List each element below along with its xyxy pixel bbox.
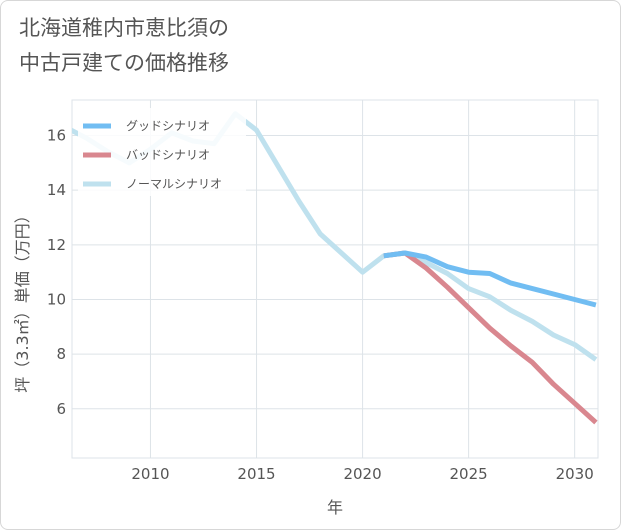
y-tick-label: 10 [47,290,66,308]
y-tick-label: 14 [47,181,66,199]
x-tick-label: 2015 [237,465,275,483]
legend-box [78,108,246,196]
chart-title: 北海道稚内市恵比須の 中古戸建ての価格推移 [19,11,319,81]
x-tick-label: 2025 [450,465,488,483]
chart-title-line-2: 中古戸建ての価格推移 [19,51,229,75]
tick-labels: 6 8 10 12 14 16 2010 2015 2020 2025 2030 [47,127,594,483]
series-line-1 [383,250,598,425]
x-tick-label: 2020 [343,465,381,483]
y-tick-label: 16 [47,127,66,145]
legend-label: ノーマルシナリオ [126,177,222,191]
y-tick-label: 6 [56,400,66,418]
y-axis-title: 坪（3.3㎡）単価（万円） [13,207,32,392]
x-tick-label: 2030 [556,465,594,483]
series-line-0 [383,250,597,308]
x-axis-title: 年 [327,498,343,517]
plot-frame [71,99,599,459]
x-tick-label: 2010 [131,465,169,483]
legend-label: グッドシナリオ [126,119,210,133]
y-tick-label: 8 [56,345,66,363]
y-tick-label: 12 [47,236,66,254]
legend-label: バッドシナリオ [126,148,210,162]
chart-title-line-1: 北海道稚内市恵比須の [19,16,229,40]
